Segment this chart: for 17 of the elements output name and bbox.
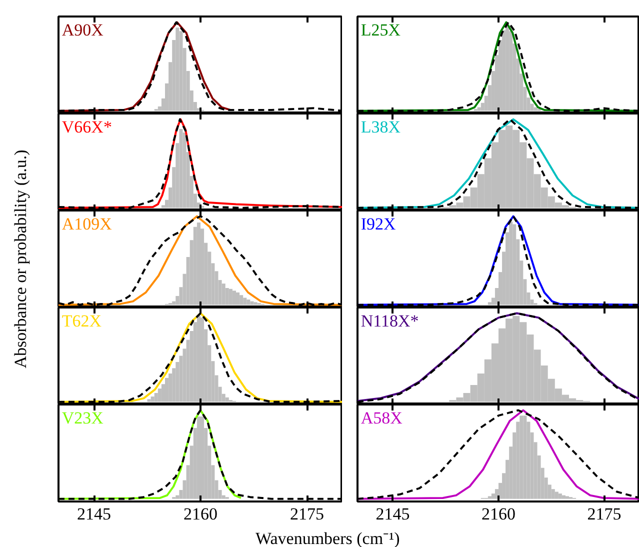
x-tick-label: 2145 <box>376 504 410 524</box>
chart-title: L25X <box>360 20 401 40</box>
x-tick-label: 2175 <box>587 504 622 524</box>
x-tick-label: 2145 <box>77 504 111 524</box>
x-tick-label: 2175 <box>290 504 324 524</box>
chart-title: A109X <box>62 214 112 234</box>
y-axis-title: Absorbance or probability (a.u.) <box>11 150 30 368</box>
chart-title: V66X* <box>62 117 112 136</box>
chart-title: V23X <box>62 408 104 428</box>
chart-title: A90X <box>62 20 104 40</box>
x-tick-label: 2160 <box>184 504 218 524</box>
chart-title: I92X <box>360 214 396 234</box>
x-tick-label: 2160 <box>482 504 516 524</box>
chart-title: L38X <box>360 117 401 136</box>
chart-title: A58X <box>360 408 402 428</box>
chart-title: T62X <box>62 311 102 330</box>
chart-title: N118X* <box>360 311 419 330</box>
